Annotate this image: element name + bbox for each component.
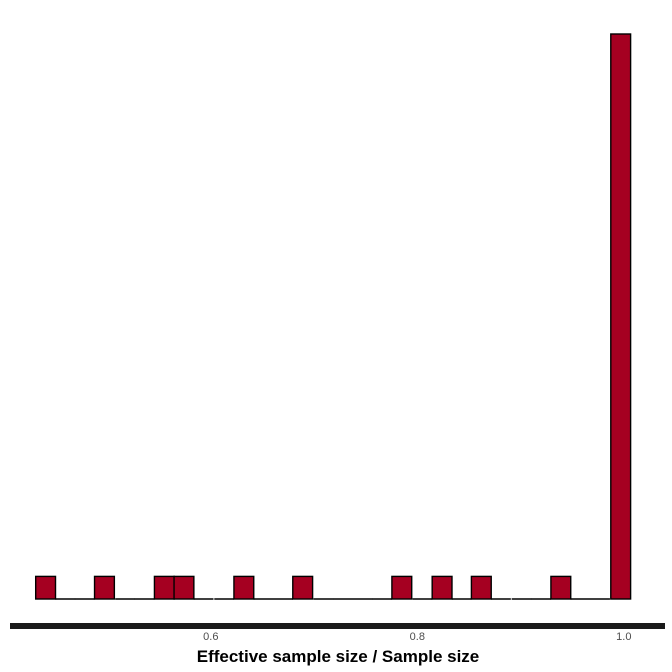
histogram-bar (153, 575, 175, 600)
histogram-bar (173, 575, 195, 600)
x-axis-title: Effective sample size / Sample size (197, 647, 480, 666)
histogram-bar (391, 575, 413, 600)
histogram-bar (610, 33, 632, 600)
histogram-bars (34, 33, 632, 600)
histogram-bar (93, 575, 116, 600)
x-tick-label: 0.8 (410, 631, 425, 643)
histogram-bar (233, 575, 255, 600)
x-tick-label: 0.6 (203, 631, 218, 643)
x-axis-ticks: 0.6 0.8 1.0 (203, 631, 631, 643)
x-tick-label: 1.0 (616, 631, 631, 643)
histogram-bar (34, 575, 57, 600)
histogram-bar (292, 575, 314, 600)
histogram-bar (431, 575, 453, 600)
histogram-bar (470, 575, 492, 600)
histogram-bar (550, 575, 572, 600)
